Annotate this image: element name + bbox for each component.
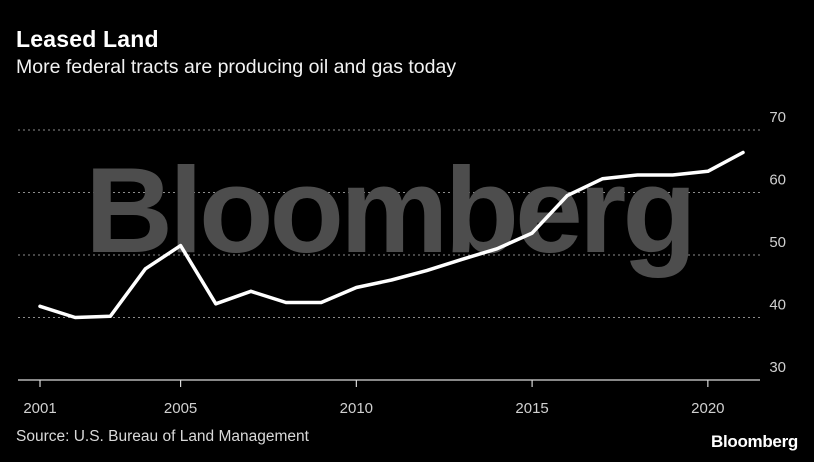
y-tick-label: 40 <box>769 297 786 314</box>
chart-title: Leased Land <box>16 26 159 52</box>
gridlines <box>18 129 760 318</box>
brand-logo: Bloomberg <box>710 432 798 451</box>
data-point-2007 <box>249 289 253 293</box>
data-point-2003 <box>108 314 112 318</box>
data-point-2006 <box>214 302 218 306</box>
x-tick-label: 2001 <box>23 400 56 417</box>
data-point-2019 <box>671 173 675 177</box>
data-point-2001 <box>38 304 42 308</box>
data-point-2002 <box>73 316 77 319</box>
data-point-2010 <box>354 286 358 289</box>
data-point-2018 <box>636 173 640 177</box>
data-point-2021 <box>741 151 745 154</box>
series <box>38 150 745 320</box>
data-point-2014 <box>495 247 499 251</box>
data-point-2011 <box>390 278 393 282</box>
data-point-2016 <box>565 194 569 198</box>
data-point-2017 <box>600 177 604 181</box>
y-tick-label: 70 <box>769 109 786 126</box>
chart-subtitle: More federal tracts are producing oil an… <box>16 56 457 78</box>
data-point-2008 <box>284 301 288 304</box>
data-point-2005 <box>179 244 183 248</box>
source-note: Source: U.S. Bureau of Land Management <box>16 428 309 445</box>
watermark-text: Bloomberg <box>85 142 693 278</box>
y-tick-label: 60 <box>769 172 786 189</box>
data-point-2013 <box>460 257 464 261</box>
data-point-2012 <box>425 269 429 273</box>
y-tick-label: 50 <box>769 234 786 251</box>
x-tick-label: 2020 <box>691 400 724 417</box>
axes: 30 40 50 60 70 2001 2005 2010 2015 2020 <box>18 109 786 417</box>
data-point-2015 <box>530 231 534 235</box>
data-point-2004 <box>143 267 147 271</box>
y-tick-label: 30 <box>769 359 786 376</box>
x-tick-label: 2005 <box>164 400 197 417</box>
x-tick-label: 2015 <box>515 400 548 417</box>
x-tick-label: 2010 <box>340 400 373 417</box>
data-point-2020 <box>706 169 710 173</box>
data-point-2009 <box>319 301 323 304</box>
